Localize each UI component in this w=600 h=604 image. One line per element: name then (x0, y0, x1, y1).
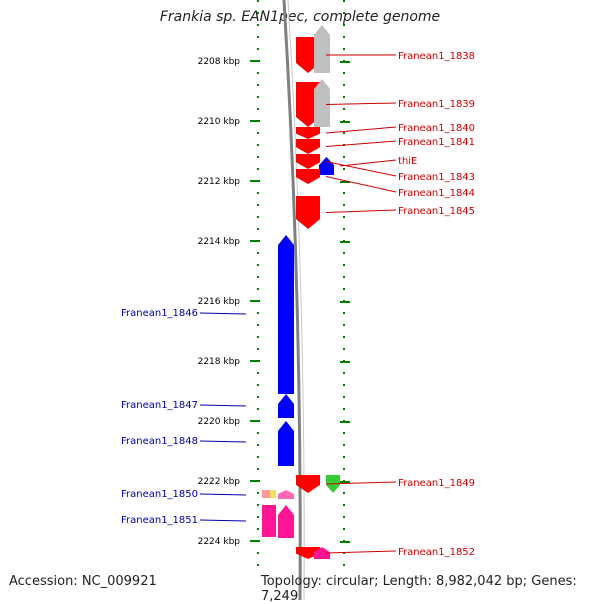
gene-label[interactable]: Franean1_1846 (121, 308, 198, 319)
gene-label[interactable]: Franean1_1838 (398, 51, 475, 62)
gene-label[interactable]: Franean1_1849 (398, 478, 475, 489)
gene-franean1_1840[interactable] (296, 127, 320, 139)
gene-franean1_1846[interactable] (278, 235, 294, 394)
gene-label[interactable]: Franean1_1851 (121, 515, 198, 526)
scale-tick-label: 2212 kbp (198, 177, 241, 187)
gene-franean1_1847[interactable] (278, 394, 294, 418)
scale-tick-label: 2210 kbp (198, 117, 241, 127)
gene-franean1_1841[interactable] (296, 139, 320, 154)
scale-tick-label: 2208 kbp (198, 57, 241, 67)
scale-tick-label: 2224 kbp (198, 537, 241, 547)
gene-label[interactable]: Franean1_1848 (121, 436, 198, 447)
scale-tick-label: 2216 kbp (198, 297, 241, 307)
gene-franean1_1843[interactable] (296, 154, 320, 169)
gene-label[interactable]: Franean1_1844 (398, 188, 475, 199)
label-connector (325, 102, 397, 105)
label-connector (199, 404, 247, 407)
label-connector (199, 312, 247, 315)
label-connector (339, 159, 397, 167)
gene-feature[interactable] (314, 79, 330, 127)
label-connector (325, 481, 397, 485)
gene-label[interactable]: Franean1_1845 (398, 206, 475, 217)
gene-label[interactable]: thiE (398, 156, 417, 167)
genome-backbone (282, 0, 302, 600)
gene-franean1_1844[interactable] (296, 169, 320, 184)
label-connector (199, 519, 247, 522)
gene-label[interactable]: Franean1_1852 (398, 547, 475, 558)
gene-label[interactable]: Franean1_1840 (398, 123, 475, 134)
scale-tick-label: 2220 kbp (198, 417, 241, 427)
gene-franean1_1850[interactable] (278, 490, 294, 499)
scale-tick-label: 2218 kbp (198, 357, 241, 367)
gene-franean1_1845[interactable] (296, 196, 320, 229)
gene-franean1_1848[interactable] (278, 421, 294, 466)
gene-franean1_1849[interactable] (296, 475, 320, 493)
gene-franean1_1851[interactable] (278, 505, 294, 538)
scale-tick-label: 2214 kbp (198, 237, 241, 247)
label-connector (325, 161, 397, 177)
gene-label[interactable]: Franean1_1841 (398, 137, 475, 148)
genome-title: Frankia sp. EAN1pec, complete genome (159, 9, 441, 25)
gene-thie[interactable] (319, 157, 334, 175)
gene-fragment[interactable] (262, 490, 270, 498)
label-connector (325, 140, 397, 147)
genome-backbone-shadow (287, 0, 305, 600)
label-connector (199, 440, 247, 443)
label-connector (325, 209, 397, 213)
gene-label[interactable]: Franean1_1850 (121, 489, 198, 500)
gene-label[interactable]: Franean1_1847 (121, 400, 198, 411)
gene-fragment[interactable] (270, 490, 276, 498)
scale-tick-label: 2222 kbp (198, 477, 241, 487)
gene-label[interactable]: Franean1_1843 (398, 172, 475, 183)
accession-text: Accession: NC_009921 (9, 574, 157, 589)
label-connector (199, 493, 247, 496)
gene-label[interactable]: Franean1_1839 (398, 99, 475, 110)
gene-feature[interactable] (314, 25, 330, 73)
label-connector (325, 176, 397, 193)
label-connector (325, 126, 397, 134)
label-connector (325, 550, 397, 554)
gene-fragment[interactable] (262, 505, 276, 537)
gene-feature[interactable] (314, 547, 330, 559)
